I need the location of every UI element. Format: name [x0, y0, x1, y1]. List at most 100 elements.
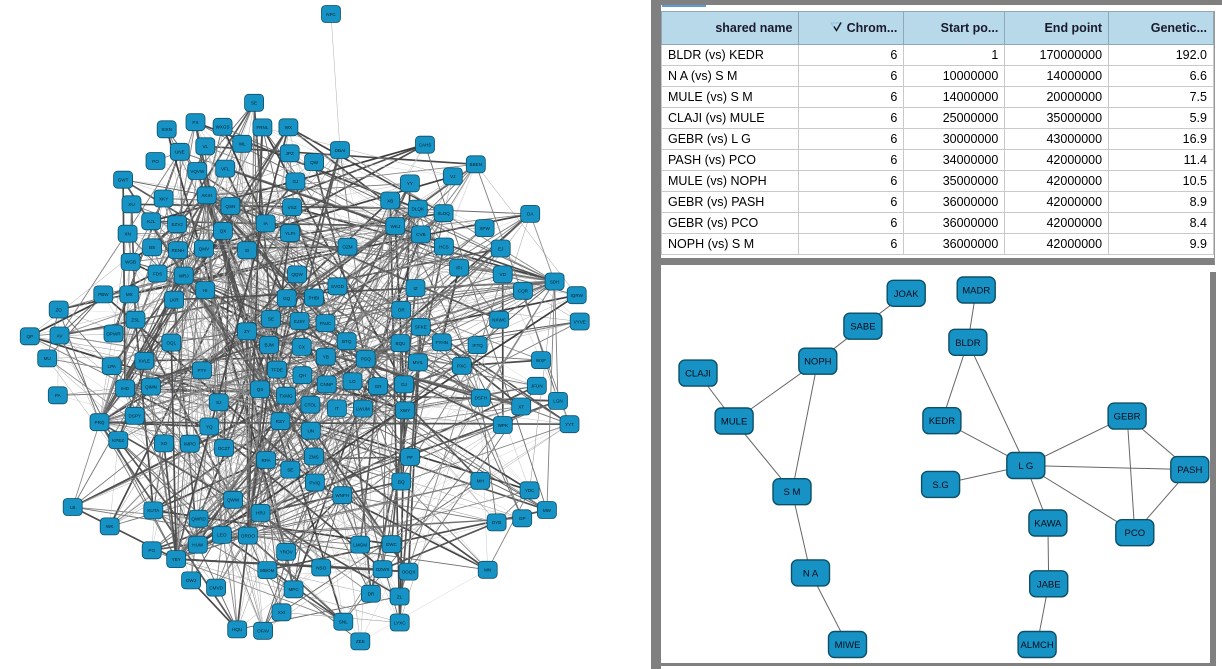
svg-text:MX: MX — [126, 292, 133, 297]
svg-text:L G: L G — [1018, 461, 1033, 472]
svg-text:MH: MH — [477, 479, 484, 484]
svg-text:HQU: HQU — [232, 627, 242, 632]
svg-text:UN: UN — [307, 429, 314, 434]
svg-text:JOAK: JOAK — [894, 289, 919, 300]
svg-text:BBEN: BBEN — [470, 162, 483, 167]
svg-text:DYB: DYB — [492, 520, 501, 525]
svg-text:SFKE: SFKE — [415, 325, 427, 330]
svg-text:RENH: RENH — [171, 248, 184, 253]
svg-text:IHD: IHD — [121, 386, 130, 391]
svg-text:QWW: QWW — [227, 498, 240, 503]
svg-text:XWY: XWY — [400, 408, 410, 413]
svg-text:DWJ: DWJ — [186, 578, 196, 583]
svg-text:MADR: MADR — [962, 286, 990, 297]
svg-text:DBAI: DBAI — [335, 148, 346, 153]
svg-text:YY: YY — [407, 181, 413, 186]
svg-text:QMV: QMV — [199, 247, 210, 252]
svg-text:MULE: MULE — [721, 417, 747, 428]
svg-text:PVIQ: PVIQ — [309, 480, 320, 485]
svg-text:GWT: GWT — [118, 178, 129, 183]
svg-text:PRQ: PRQ — [95, 420, 105, 425]
svg-text:IT: IT — [335, 406, 339, 411]
svg-text:WK: WK — [106, 524, 114, 529]
svg-text:WRJ: WRJ — [179, 273, 189, 278]
svg-text:ZSL: ZSL — [131, 318, 140, 323]
svg-text:PASH: PASH — [1177, 465, 1202, 476]
svg-text:TFDE: TFDE — [271, 367, 283, 372]
svg-text:YQ: YQ — [206, 424, 213, 429]
svg-text:KJL: KJL — [147, 219, 155, 224]
svg-text:JPZ: JPZ — [286, 151, 294, 156]
svg-text:OOQX: OOQX — [402, 569, 416, 574]
svg-text:ZL: ZL — [397, 594, 403, 599]
svg-text:GQ: GQ — [283, 296, 291, 301]
svg-text:N A: N A — [803, 568, 819, 579]
svg-text:VSZ: VSZ — [288, 205, 297, 210]
svg-text:ZEE: ZEE — [356, 639, 365, 644]
svg-text:JFUN: JFUN — [531, 384, 543, 389]
svg-text:YDC: YDC — [525, 488, 535, 493]
svg-text:CQR: CQR — [518, 289, 529, 294]
svg-text:MW: MW — [543, 508, 552, 513]
svg-text:SJ: SJ — [216, 400, 221, 405]
svg-text:FRNL: FRNL — [256, 125, 268, 130]
svg-text:OFAV: OFAV — [257, 629, 270, 634]
svg-text:YYT: YYT — [565, 422, 574, 427]
svg-text:WGB: WGB — [125, 260, 136, 265]
svg-text:YBY: YBY — [172, 557, 181, 562]
svg-text:VJ: VJ — [450, 174, 455, 179]
svg-text:TXMG: TXMG — [279, 394, 293, 399]
svg-text:QWRD: QWRD — [191, 517, 206, 522]
svg-text:QH: QH — [299, 373, 306, 378]
svg-text:PXC: PXC — [457, 364, 467, 369]
svg-text:WL: WL — [239, 142, 246, 147]
svg-text:SIXN: SIXN — [161, 127, 172, 132]
svg-text:LEO: LEO — [217, 533, 227, 538]
svg-text:EJSY: EJSY — [294, 319, 306, 324]
svg-text:OR: OR — [398, 308, 406, 313]
svg-text:NSO: NSO — [316, 565, 326, 570]
svg-text:WNFH: WNFH — [335, 493, 349, 498]
svg-text:S M: S M — [784, 487, 801, 498]
svg-text:WX: WX — [285, 125, 292, 130]
svg-text:PHBI: PHBI — [309, 295, 320, 300]
svg-text:SE: SE — [268, 317, 274, 322]
svg-text:LKR: LKR — [170, 298, 180, 303]
svg-text:DA: DA — [527, 212, 534, 217]
svg-text:PCO: PCO — [1125, 528, 1146, 539]
svg-text:YLPI: YLPI — [285, 231, 295, 236]
svg-text:SDH: SDH — [550, 279, 560, 284]
svg-text:QIMN: QIMN — [145, 384, 157, 389]
svg-text:LYXC: LYXC — [394, 620, 406, 625]
svg-text:VQVW: VQVW — [190, 169, 205, 174]
svg-text:LGN: LGN — [553, 399, 562, 404]
svg-text:OZWX: OZWX — [376, 567, 390, 572]
svg-text:NXWC: NXWC — [492, 318, 507, 323]
svg-text:CNNP: CNNP — [320, 382, 333, 387]
svg-text:GP: GP — [519, 516, 526, 521]
svg-text:LWUM: LWUM — [356, 406, 370, 411]
svg-text:AKIH: AKIH — [201, 193, 212, 198]
svg-text:PGQ: PGQ — [361, 357, 372, 362]
svg-text:FNJC: FNJC — [320, 321, 332, 326]
svg-text:HUW: HUW — [192, 543, 204, 548]
svg-text:CTOL: CTOL — [304, 403, 317, 408]
svg-text:IMPO: IMPO — [184, 442, 196, 447]
svg-text:UNE: UNE — [175, 150, 185, 155]
svg-text:LPA: LPA — [108, 364, 117, 369]
svg-text:HI: HI — [203, 288, 208, 293]
svg-text:BTQ: BTQ — [342, 339, 352, 344]
svg-text:OPWR: OPWR — [106, 331, 121, 336]
svg-text:NFC: NFC — [326, 12, 336, 17]
svg-text:OCZT: OCZT — [218, 446, 231, 451]
svg-text:IQRW: IQRW — [570, 293, 583, 298]
svg-text:DSPY: DSPY — [128, 414, 141, 419]
svg-text:MU: MU — [44, 356, 51, 361]
svg-text:SNL: SNL — [339, 620, 348, 625]
svg-text:HCS: HCS — [439, 244, 449, 249]
svg-text:VYVE: VYVE — [574, 319, 586, 324]
svg-text:ZMS: ZMS — [309, 454, 319, 459]
svg-text:CX: CX — [299, 345, 305, 350]
svg-text:XKY: XKY — [159, 196, 168, 201]
svg-text:PF: PF — [407, 455, 413, 460]
